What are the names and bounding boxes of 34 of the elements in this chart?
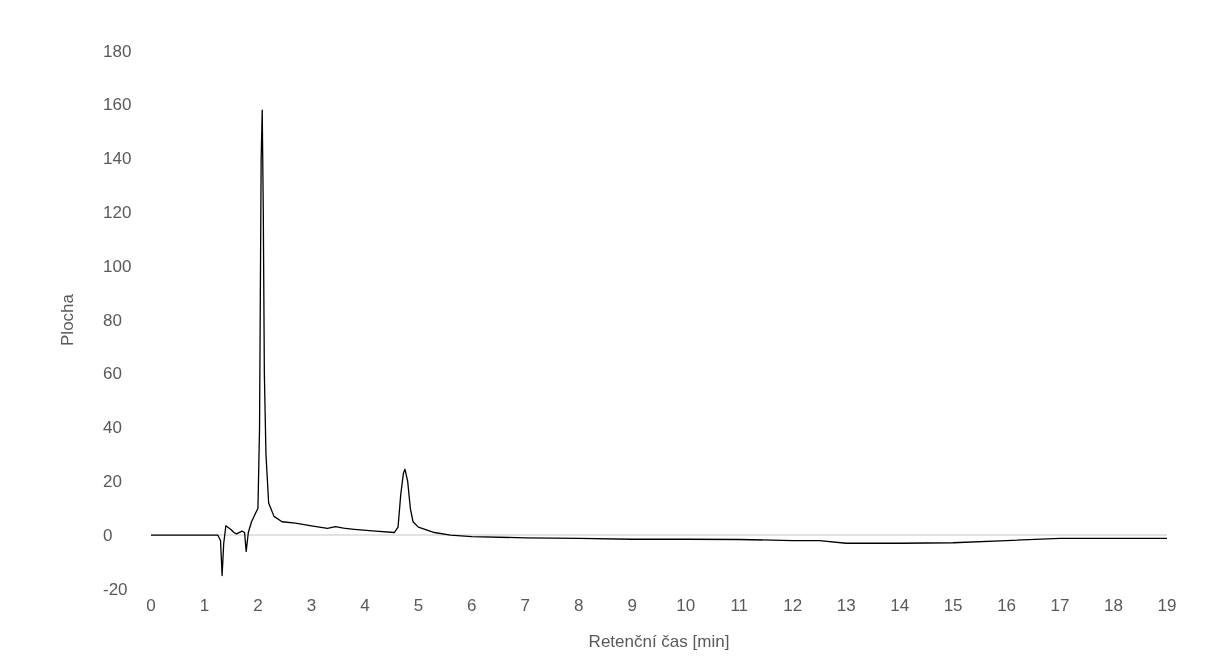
x-axis-title: Retenční čas [min] bbox=[588, 632, 730, 651]
y-tick-label: 140 bbox=[103, 149, 132, 169]
x-tick-label: 17 bbox=[1050, 596, 1070, 615]
y-tick-label: 180 bbox=[103, 41, 132, 61]
x-tick-label: 1 bbox=[199, 596, 210, 615]
x-tick-label: 14 bbox=[890, 596, 910, 615]
x-tick-label: 11 bbox=[730, 596, 749, 615]
x-tick-label: 4 bbox=[360, 596, 370, 615]
y-axis-title: Plocha bbox=[58, 293, 77, 346]
x-tick-label: 0 bbox=[146, 596, 156, 615]
x-tick-label: 5 bbox=[413, 596, 424, 615]
x-tick-label: 15 bbox=[943, 596, 963, 615]
x-tick-label: 12 bbox=[783, 596, 803, 615]
x-tick-label: 6 bbox=[467, 596, 477, 615]
y-tick-label: 40 bbox=[103, 418, 122, 438]
y-tick-label: 100 bbox=[103, 256, 132, 276]
y-tick-label: 60 bbox=[103, 364, 122, 384]
x-tick-label: 7 bbox=[520, 596, 531, 615]
y-tick-label: -20 bbox=[103, 579, 128, 599]
y-tick-label: 160 bbox=[103, 95, 132, 115]
x-tick-label: 16 bbox=[997, 596, 1017, 615]
x-tick-label: 2 bbox=[253, 596, 263, 615]
x-tick-label: 3 bbox=[306, 596, 317, 615]
x-tick-label: 13 bbox=[836, 596, 856, 615]
x-tick-label: 9 bbox=[627, 596, 637, 615]
y-tick-label: 80 bbox=[103, 310, 122, 330]
y-tick-label: 20 bbox=[103, 471, 122, 491]
y-tick-label: 0 bbox=[103, 525, 113, 545]
x-tick-label: 8 bbox=[574, 596, 584, 615]
x-tick-label: 19 bbox=[1157, 596, 1177, 615]
x-tick-label: 18 bbox=[1104, 596, 1123, 615]
y-tick-label: 120 bbox=[103, 202, 132, 222]
x-tick-label: 10 bbox=[676, 596, 696, 615]
line-series bbox=[150, 109, 1168, 577]
